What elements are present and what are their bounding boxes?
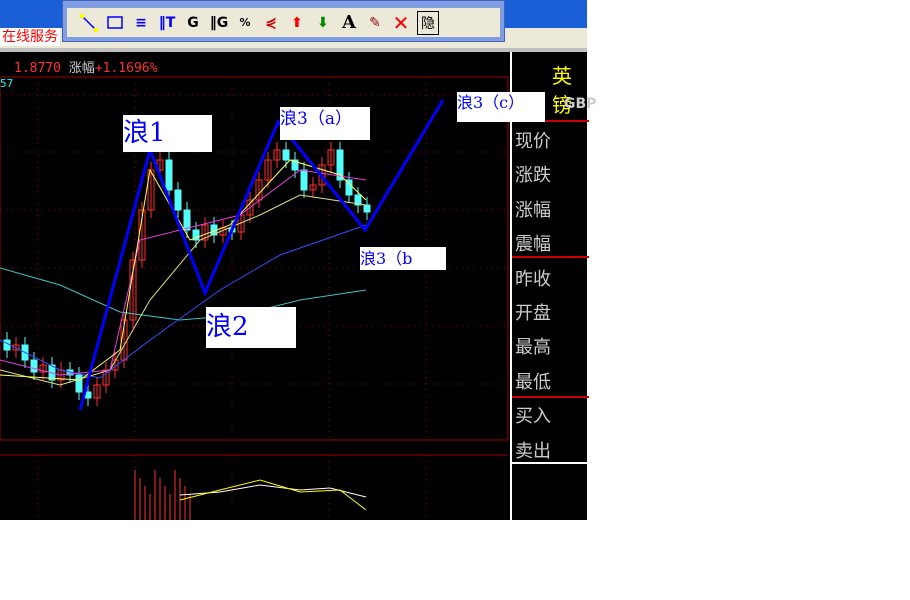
candle-body <box>273 149 281 161</box>
main-chart-frame <box>0 76 509 441</box>
text-a-icon[interactable]: A <box>342 12 356 33</box>
wave-3b-label[interactable]: 浪3（b <box>360 247 446 270</box>
text-lines-icon[interactable]: ‖T <box>158 14 176 31</box>
quote-label: 卖出 <box>515 441 551 462</box>
divider <box>512 462 589 464</box>
eraser-icon[interactable]: ✎ <box>369 14 381 31</box>
gann-grid-icon[interactable]: ‖G <box>209 14 229 31</box>
candle-body <box>282 149 290 161</box>
percent-lines-icon[interactable]: % <box>239 16 251 29</box>
quote-label: 昨收 <box>515 269 551 290</box>
candle-body <box>336 149 344 181</box>
quote-label: 最低 <box>515 372 551 393</box>
candle-body <box>165 159 173 191</box>
quote-label: 现价 <box>515 131 551 152</box>
candle-body <box>201 224 209 241</box>
candle-body <box>12 344 20 351</box>
candle-body <box>264 159 272 181</box>
ma-mid <box>0 224 367 379</box>
indicator-line-2 <box>179 479 367 511</box>
divider <box>512 120 589 122</box>
quote-label: 买入 <box>515 406 551 427</box>
candle-body <box>75 374 83 393</box>
candle-body <box>327 149 335 166</box>
divider <box>0 48 587 52</box>
parallel-lines-icon[interactable]: ≡ <box>135 14 147 31</box>
wave-3a-label[interactable]: 浪3（a） <box>280 107 370 140</box>
gann-g-icon[interactable]: G <box>187 14 199 31</box>
quote-header: 1.8770 涨幅+1.1696% <box>14 57 157 76</box>
indicator-value: 57 <box>0 77 14 90</box>
delete-x-icon[interactable]: ✕ <box>392 10 410 35</box>
wave-1-label[interactable]: 浪1 <box>123 115 212 152</box>
quote-label: 涨幅 <box>515 200 551 221</box>
candle-body <box>192 229 200 241</box>
candle-body <box>111 359 119 371</box>
candle-body <box>363 204 371 213</box>
candle-body <box>246 199 254 216</box>
online-service-link[interactable]: 在线服务 <box>0 28 60 46</box>
candle-body <box>93 384 101 399</box>
ma-short <box>0 194 367 386</box>
candle-body <box>183 209 191 231</box>
up-arrow-icon[interactable]: ⬆ <box>291 14 303 31</box>
ma-fast <box>0 169 367 376</box>
price-value: 1.8770 <box>14 61 61 76</box>
candle-body <box>300 169 308 191</box>
quote-panel: 英镑 GBP 现价涨跌涨幅震幅昨收开盘最高最低买入卖出 <box>510 52 596 520</box>
candle-body <box>39 364 47 373</box>
instrument-name: 英镑 <box>552 64 572 117</box>
rectangle-tool-icon[interactable] <box>105 12 125 34</box>
candle-body <box>30 359 38 373</box>
wave-3c-label[interactable]: 浪3（c） <box>457 92 545 122</box>
candle-body <box>237 214 245 233</box>
hide-icon[interactable]: 隐 <box>417 10 439 35</box>
wave-2-label[interactable]: 浪2 <box>206 307 296 348</box>
candle-body <box>291 159 299 171</box>
candle-body <box>147 169 155 211</box>
quote-label: 开盘 <box>515 303 551 324</box>
quote-label: 震幅 <box>515 234 551 255</box>
indicator-line <box>179 484 367 498</box>
line-tool-icon[interactable] <box>79 12 99 34</box>
divider <box>512 396 589 398</box>
elliott-wave-line <box>78 99 445 411</box>
quote-label: 最高 <box>515 337 551 358</box>
fan-lines-icon[interactable]: ⋞ <box>265 14 277 31</box>
ma-long <box>0 267 367 321</box>
change-label: 涨幅 <box>68 61 95 76</box>
candle-body <box>174 189 182 211</box>
candle-body <box>345 179 353 196</box>
instrument-code: GBP <box>564 96 597 112</box>
change-value: +1.1696% <box>94 61 158 76</box>
ma-fastest <box>0 159 367 381</box>
chart-canvas <box>0 76 509 520</box>
candle-body <box>354 194 362 206</box>
divider <box>512 256 589 258</box>
down-arrow-icon[interactable]: ⬇ <box>317 14 329 31</box>
drawing-toolbar[interactable]: ≡ ‖T G ‖G % ⋞ ⬆ ⬇ A ✎ ✕ 隐 <box>62 0 505 42</box>
candle-body <box>309 184 317 191</box>
quote-label: 涨跌 <box>515 165 551 186</box>
